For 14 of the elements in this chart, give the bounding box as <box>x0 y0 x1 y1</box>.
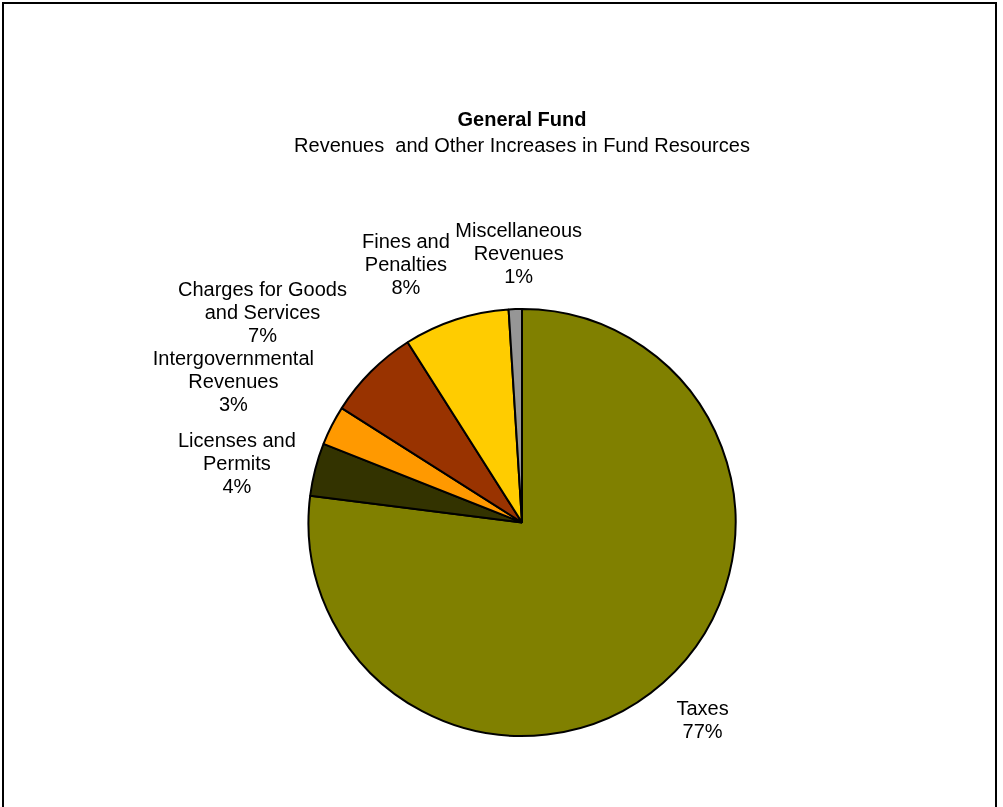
slice-label: Licenses and Permits <box>177 428 296 474</box>
data-label: 3% <box>218 392 249 415</box>
slice-label: Fines and Penalties <box>362 230 450 276</box>
chart-title: General Fund <box>457 107 587 130</box>
data-label: 8% <box>391 276 421 299</box>
chart-subtitle: Revenues and Other Increases in Fund Resources <box>294 133 750 156</box>
data-label: 77% <box>682 719 723 742</box>
slice-label: Charges for Goods and Services <box>178 277 347 323</box>
slice-label: Miscellaneous Revenues <box>455 219 583 265</box>
data-label: 1% <box>504 265 534 288</box>
data-label: 7% <box>248 323 278 346</box>
slice-label: Taxes <box>676 696 729 719</box>
slice-label: Intergovernmental Revenues <box>152 346 314 392</box>
data-label: 4% <box>222 474 252 497</box>
